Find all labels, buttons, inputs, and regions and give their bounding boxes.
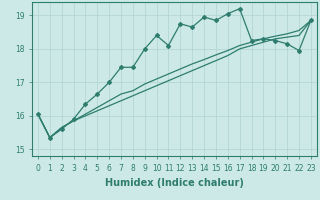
X-axis label: Humidex (Indice chaleur): Humidex (Indice chaleur): [105, 178, 244, 188]
